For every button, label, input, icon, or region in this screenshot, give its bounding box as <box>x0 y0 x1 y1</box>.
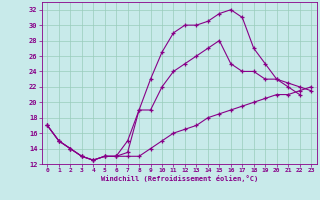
X-axis label: Windchill (Refroidissement éolien,°C): Windchill (Refroidissement éolien,°C) <box>100 175 258 182</box>
